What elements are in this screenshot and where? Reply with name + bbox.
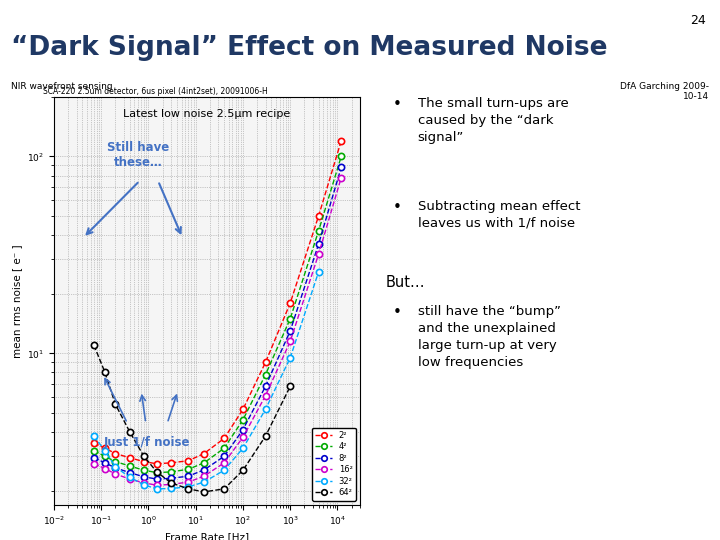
Text: still have the “bump”
and the unexplained
large turn-up at very
low frequencies: still have the “bump” and the unexplaine…	[418, 305, 561, 369]
Text: NIR wavefront sensing: NIR wavefront sensing	[11, 82, 112, 91]
Text: But…: But…	[385, 275, 425, 291]
Text: •: •	[392, 97, 401, 112]
Text: 24: 24	[690, 14, 706, 26]
Text: SCA-220 2.5um detector, 6us pixel (4int2set), 20091006-H: SCA-220 2.5um detector, 6us pixel (4int2…	[43, 87, 268, 97]
Text: DfA Garching 2009-
10-14: DfA Garching 2009- 10-14	[620, 82, 709, 102]
Text: Still have
these…: Still have these…	[107, 140, 169, 168]
Text: •: •	[392, 200, 401, 215]
Text: The small turn-ups are
caused by the “dark
signal”: The small turn-ups are caused by the “da…	[418, 97, 568, 144]
X-axis label: Frame Rate [Hz]: Frame Rate [Hz]	[165, 532, 249, 540]
Legend: 2², 4², 8², 16², 32², 64²: 2², 4², 8², 16², 32², 64²	[312, 428, 356, 501]
Text: Latest low noise 2.5μm recipe: Latest low noise 2.5μm recipe	[123, 110, 291, 119]
Text: Subtracting mean effect
leaves us with 1/f noise: Subtracting mean effect leaves us with 1…	[418, 200, 580, 230]
Text: “Dark Signal” Effect on Measured Noise: “Dark Signal” Effect on Measured Noise	[11, 35, 607, 61]
Text: •: •	[392, 305, 401, 320]
Text: Just 1/f noise: Just 1/f noise	[104, 436, 191, 449]
Y-axis label: mean rms noise [ e⁻ ]: mean rms noise [ e⁻ ]	[12, 244, 22, 358]
